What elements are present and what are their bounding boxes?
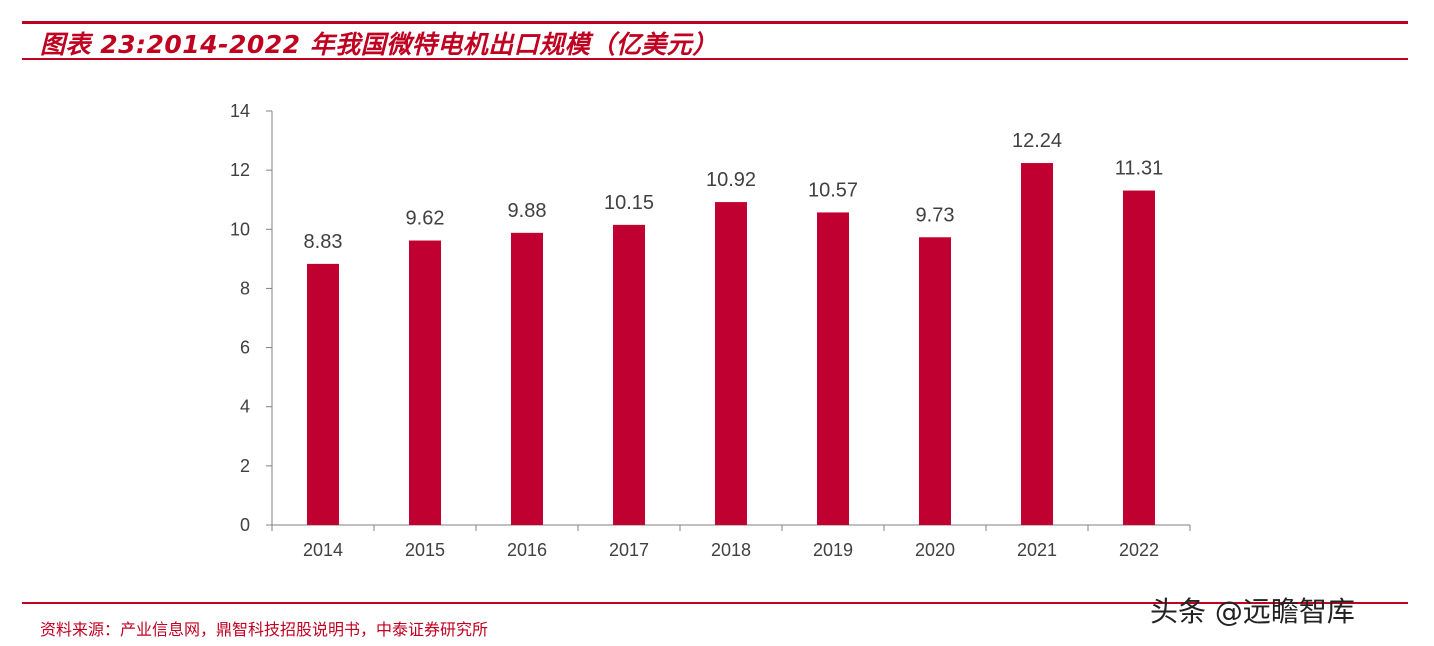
data-label-2019: 10.57 bbox=[808, 179, 858, 201]
x-tick-label-2018: 2018 bbox=[711, 540, 751, 560]
bar-2016 bbox=[511, 232, 543, 525]
bar-2020 bbox=[919, 237, 951, 525]
data-label-2021: 12.24 bbox=[1012, 130, 1062, 152]
x-tick-label-2021: 2021 bbox=[1017, 540, 1057, 560]
y-tick-label: 8 bbox=[240, 278, 250, 298]
y-tick-label: 6 bbox=[240, 338, 250, 358]
y-tick-label: 2 bbox=[240, 456, 250, 476]
bar-2014 bbox=[307, 263, 339, 525]
data-label-2016: 9.88 bbox=[508, 200, 547, 222]
x-tick-label-2017: 2017 bbox=[609, 540, 649, 560]
data-label-2018: 10.92 bbox=[706, 169, 756, 191]
x-tick-label-2014: 2014 bbox=[303, 540, 343, 560]
data-label-2015: 9.62 bbox=[406, 208, 445, 230]
chart-title: 图表 23:2014-2022 年我国微特电机出口规模（亿美元） bbox=[40, 30, 718, 59]
x-tick-label-2022: 2022 bbox=[1119, 540, 1159, 560]
bar-2017 bbox=[613, 224, 645, 525]
data-label-2017: 10.15 bbox=[604, 192, 654, 214]
data-label-2020: 9.73 bbox=[916, 204, 955, 226]
watermark: 头条 @远瞻智库 bbox=[1150, 595, 1355, 628]
bar-chart: 0 2 4 6 8 10 12 14 8.83 2014 9.62 2015 9.88 2016 10.15… bbox=[230, 101, 1191, 560]
data-label-2014: 8.83 bbox=[304, 231, 343, 253]
source-note: 资料来源：产业信息网，鼎智科技招股说明书，中泰证券研究所 bbox=[40, 620, 489, 639]
x-tick-label-2020: 2020 bbox=[915, 540, 955, 560]
x-tick-label-2015: 2015 bbox=[405, 540, 445, 560]
y-tick-label: 0 bbox=[240, 515, 250, 535]
data-label-2022: 11.31 bbox=[1115, 158, 1164, 180]
bar-2021 bbox=[1021, 163, 1053, 525]
y-tick-label: 4 bbox=[240, 397, 250, 417]
y-tick-label: 10 bbox=[230, 219, 250, 239]
title-underline bbox=[22, 58, 1408, 60]
bar-2022 bbox=[1123, 190, 1155, 525]
bar-2019 bbox=[817, 212, 849, 525]
y-tick-label: 12 bbox=[230, 160, 250, 180]
x-tick-label-2019: 2019 bbox=[813, 540, 853, 560]
x-tick-label-2016: 2016 bbox=[507, 540, 547, 560]
y-tick-label: 14 bbox=[230, 101, 250, 121]
bar-2018 bbox=[715, 202, 747, 525]
top-rule bbox=[22, 21, 1408, 24]
footer-rule bbox=[22, 602, 1408, 604]
bar-2015 bbox=[409, 240, 441, 525]
